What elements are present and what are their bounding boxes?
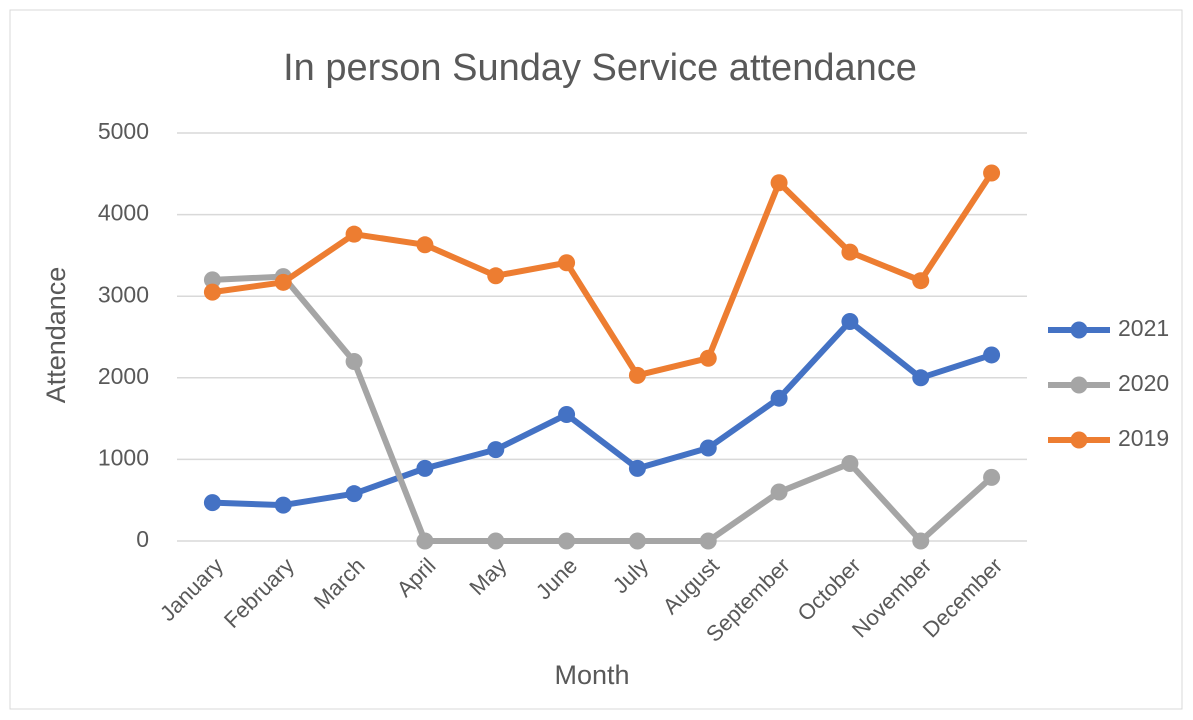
data-point (699, 439, 717, 457)
data-point (345, 485, 363, 503)
data-point (345, 225, 363, 243)
data-point (416, 459, 434, 477)
data-point (274, 496, 292, 514)
series-line (212, 273, 994, 544)
y-tick-label: 0 (136, 526, 149, 552)
data-point (983, 346, 1001, 364)
x-axis-label: Month (554, 660, 629, 690)
y-tick-label: 2000 (98, 363, 149, 389)
data-point (487, 441, 505, 459)
data-point (558, 254, 576, 272)
data-point (558, 406, 576, 424)
y-tick-label: 5000 (98, 118, 149, 144)
data-point (770, 483, 788, 501)
data-point (841, 312, 859, 330)
y-tick-label: 3000 (98, 281, 149, 307)
chart-title: In person Sunday Service attendance (283, 47, 917, 89)
y-tick-label: 4000 (98, 200, 149, 226)
data-point (699, 349, 717, 367)
data-point (203, 271, 221, 289)
data-point (558, 532, 576, 550)
data-point (770, 389, 788, 407)
y-axis-label: Attendance (41, 267, 71, 404)
data-point (770, 174, 788, 192)
data-point (841, 243, 859, 261)
data-point (416, 532, 434, 550)
y-tick-label: 1000 (98, 444, 149, 470)
data-point (487, 532, 505, 550)
data-point (983, 468, 1001, 486)
data-point (487, 267, 505, 285)
legend-marker (1070, 376, 1088, 394)
data-point (983, 164, 1001, 182)
series-line (212, 318, 993, 509)
series-line (212, 171, 995, 379)
legend-marker (1070, 321, 1088, 339)
data-point (416, 236, 434, 254)
data-point (345, 352, 363, 370)
data-point (912, 532, 930, 550)
data-point (699, 532, 717, 550)
data-point (912, 369, 930, 387)
data-point (274, 273, 292, 291)
data-point (841, 454, 859, 472)
data-point (203, 494, 221, 512)
data-point (628, 459, 646, 477)
data-point (628, 366, 646, 384)
data-point (203, 283, 221, 301)
data-point (628, 532, 646, 550)
legend-marker (1070, 431, 1088, 449)
legend-label: 2019 (1118, 425, 1169, 451)
legend-label: 2020 (1118, 370, 1169, 396)
data-point (912, 272, 930, 290)
legend-label: 2021 (1118, 315, 1169, 341)
